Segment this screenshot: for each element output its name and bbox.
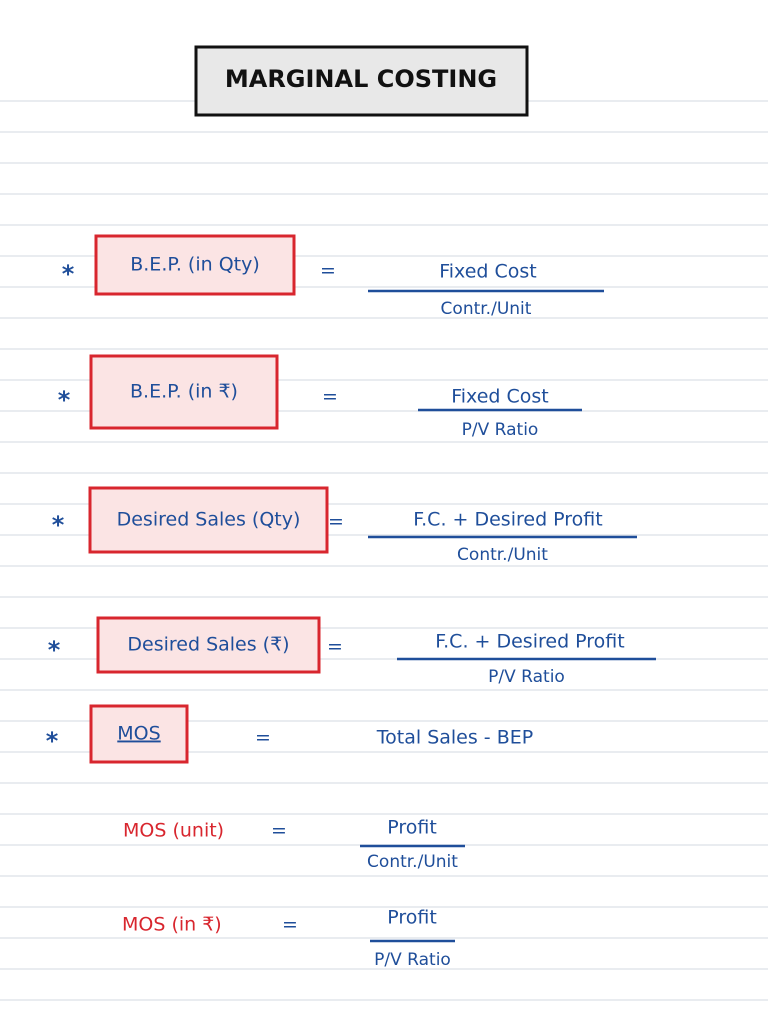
- formula-label: MOS (in ₹): [122, 914, 222, 936]
- equals-sign: =: [320, 260, 336, 282]
- highlight-box: [94, 234, 296, 296]
- numerator: Fixed Cost: [439, 261, 537, 283]
- bullet: *: [48, 636, 61, 664]
- formula-label: B.E.P. (in ₹): [130, 381, 238, 403]
- equals-sign: =: [322, 386, 338, 408]
- bullet: *: [52, 511, 65, 539]
- formula-label: Desired Sales (Qty): [117, 509, 301, 531]
- highlight-box: [89, 704, 189, 764]
- equals-sign: =: [328, 511, 344, 533]
- expression: Total Sales - BEP: [376, 727, 533, 749]
- numerator: Fixed Cost: [451, 386, 549, 408]
- denominator: Contr./Unit: [367, 852, 458, 872]
- numerator: F.C. + Desired Profit: [435, 631, 624, 653]
- title-box: [194, 45, 529, 117]
- bullet: *: [62, 260, 75, 288]
- highlight-box: [96, 616, 321, 674]
- formula-label: MOS (unit): [123, 820, 224, 842]
- denominator: Contr./Unit: [457, 545, 548, 565]
- equals-sign: =: [327, 636, 343, 658]
- equals-sign: =: [255, 727, 271, 749]
- bullet: *: [58, 386, 71, 414]
- equals-sign: =: [282, 914, 298, 936]
- numerator: Profit: [387, 817, 437, 839]
- denominator: Contr./Unit: [441, 299, 532, 319]
- numerator: Profit: [387, 907, 437, 929]
- denominator: P/V Ratio: [462, 420, 539, 440]
- title: MARGINAL COSTING: [225, 65, 497, 93]
- numerator: F.C. + Desired Profit: [413, 509, 602, 531]
- formula-label: Desired Sales (₹): [127, 634, 289, 656]
- highlight-box: [88, 486, 329, 554]
- formula-label: B.E.P. (in Qty): [130, 254, 260, 276]
- denominator: P/V Ratio: [374, 950, 451, 970]
- denominator: P/V Ratio: [488, 667, 565, 687]
- bullet: *: [46, 727, 59, 755]
- equals-sign: =: [271, 820, 287, 842]
- formula-label: MOS: [117, 723, 160, 745]
- highlight-box: [89, 354, 279, 430]
